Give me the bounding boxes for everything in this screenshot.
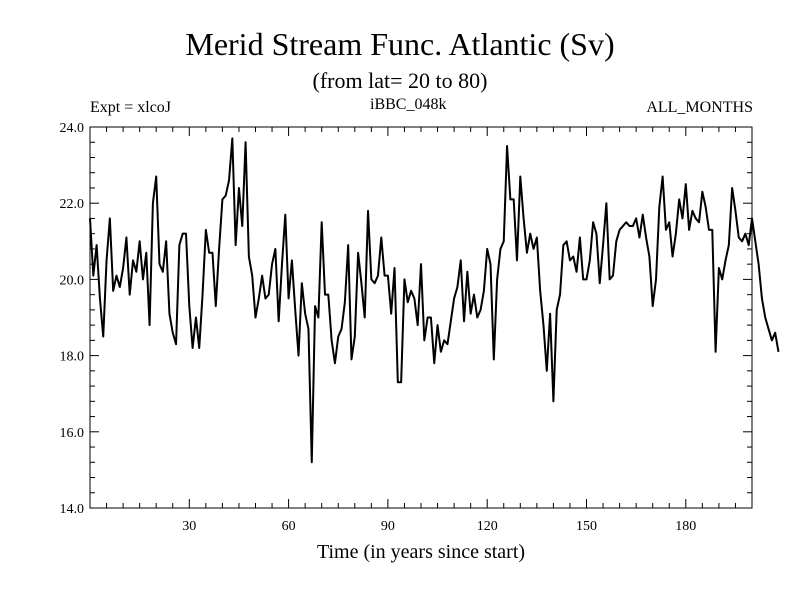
x-axis: 30 60 90 120 150 180 xyxy=(106,127,736,534)
y-tick-label: 22.0 xyxy=(60,197,85,212)
expt-label: Expt = xlcoJ xyxy=(90,99,172,116)
y-axis: 14.0 16.0 18.0 20.0 22.0 24.0 xyxy=(60,121,752,517)
x-tick-label: 150 xyxy=(576,519,597,534)
chart-subtitle: (from lat= 20 to 80) xyxy=(312,68,488,93)
x-tick-label: 120 xyxy=(477,519,498,534)
chart-title: Merid Stream Func. Atlantic (Sv) xyxy=(185,26,615,62)
y-tick-label: 24.0 xyxy=(60,121,85,136)
run-label: iBBC_048k xyxy=(370,96,447,113)
y-tick-label: 16.0 xyxy=(60,426,85,441)
x-tick-label: 180 xyxy=(675,519,696,534)
x-tick-label: 90 xyxy=(381,519,395,534)
x-tick-label: 60 xyxy=(282,519,296,534)
y-tick-label: 18.0 xyxy=(60,350,85,365)
y-tick-label: 14.0 xyxy=(60,502,85,517)
x-axis-title: Time (in years since start) xyxy=(317,541,525,563)
months-label: ALL_MONTHS xyxy=(646,99,753,116)
y-tick-label: 20.0 xyxy=(60,273,85,288)
series-line xyxy=(89,137,780,464)
x-tick-label: 30 xyxy=(182,519,196,534)
